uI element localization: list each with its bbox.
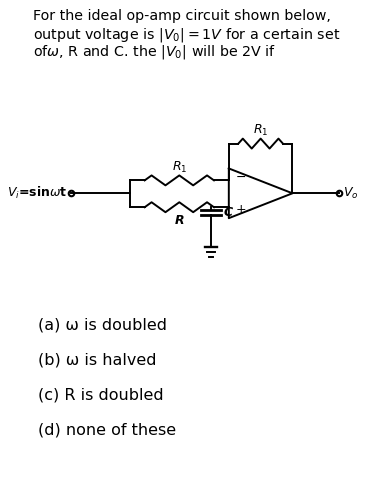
Text: $R_1$: $R_1$ — [172, 160, 187, 175]
Text: (a) ω is doubled: (a) ω is doubled — [38, 318, 167, 333]
Text: $V_o$: $V_o$ — [343, 186, 358, 201]
Text: (c) R is doubled: (c) R is doubled — [38, 387, 163, 402]
Text: of$\omega$, R and C. the $|V_0|$ will be 2V if: of$\omega$, R and C. the $|V_0|$ will be… — [32, 43, 276, 61]
Text: output voltage is $|V_0| = 1V$ for a certain set: output voltage is $|V_0| = 1V$ for a cer… — [32, 26, 340, 44]
Text: (b) ω is halved: (b) ω is halved — [38, 352, 156, 367]
Text: R: R — [175, 214, 184, 227]
Text: $R_1$: $R_1$ — [253, 123, 268, 138]
Text: For the ideal op-amp circuit shown below,: For the ideal op-amp circuit shown below… — [32, 9, 330, 23]
Text: C: C — [223, 206, 233, 219]
Text: −: − — [236, 171, 246, 184]
Text: (d) none of these: (d) none of these — [38, 422, 176, 437]
Text: $V_i$=sin$\omega$t: $V_i$=sin$\omega$t — [6, 185, 67, 201]
Text: +: + — [236, 203, 246, 216]
